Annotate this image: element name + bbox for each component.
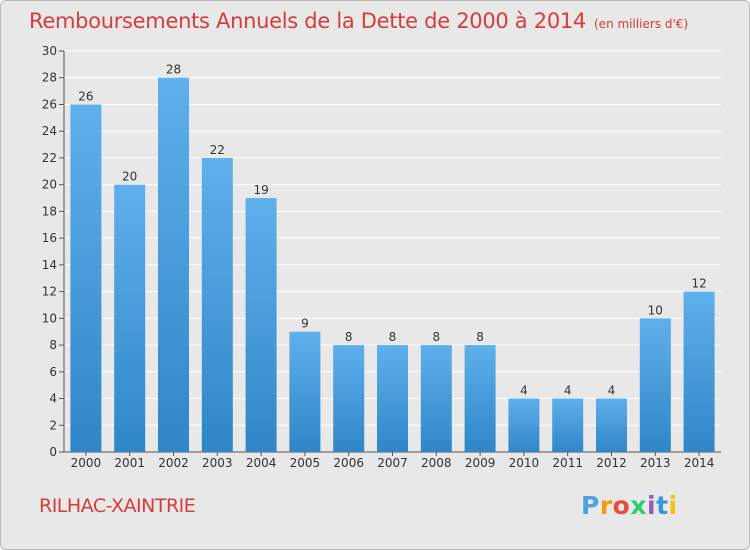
- x-tick-label: 2005: [290, 456, 321, 470]
- data-label: 4: [564, 384, 572, 398]
- commune-name: RILHAC-XAINTRIE: [39, 495, 196, 517]
- x-tick-label: 2013: [640, 456, 671, 470]
- y-tick-label: 28: [42, 71, 57, 85]
- x-tick-label: 2006: [333, 456, 364, 470]
- data-label: 4: [608, 384, 616, 398]
- logo-letter: i: [647, 491, 657, 520]
- logo-letter: r: [599, 491, 613, 520]
- logo-letter: x: [630, 491, 647, 520]
- bar: [420, 345, 452, 452]
- x-tick-label: 2012: [596, 456, 627, 470]
- logo-letter: t: [656, 491, 669, 520]
- bar: [508, 398, 540, 452]
- data-label: 8: [432, 330, 440, 344]
- data-label: 20: [122, 170, 137, 184]
- bar: [289, 331, 321, 452]
- bar: [596, 398, 627, 452]
- data-label: 8: [476, 330, 484, 344]
- bar: [158, 77, 189, 452]
- logo-letter: P: [581, 491, 600, 520]
- y-tick-label: 8: [49, 338, 57, 352]
- x-tick-label: 2003: [202, 456, 233, 470]
- bar: [377, 345, 408, 452]
- bar: [245, 198, 277, 452]
- x-tick-label: 2009: [465, 456, 496, 470]
- y-tick-label: 4: [49, 392, 57, 406]
- y-tick-label: 24: [42, 124, 57, 138]
- data-label: 4: [520, 384, 528, 398]
- bar: [552, 398, 584, 452]
- x-tick-label: 2011: [552, 456, 583, 470]
- data-label: 26: [78, 89, 93, 103]
- bar: [70, 104, 102, 452]
- x-tick-label: 2008: [421, 456, 452, 470]
- x-tick-label: 2014: [684, 456, 715, 470]
- y-tick-label: 2: [49, 418, 57, 432]
- x-tick-label: 2001: [114, 456, 145, 470]
- chart-subtitle: (en milliers d'€): [594, 17, 689, 31]
- proxiti-logo: Proxiti: [581, 491, 678, 520]
- y-tick-label: 10: [42, 311, 57, 325]
- x-tick-label: 2010: [509, 456, 540, 470]
- y-tick-label: 22: [42, 151, 57, 165]
- y-tick-label: 12: [42, 285, 57, 299]
- data-label: 8: [389, 330, 397, 344]
- bar: [639, 318, 671, 452]
- chart-title-text: Remboursements Annuels de la Dette de 20…: [29, 9, 586, 33]
- y-tick-label: 14: [42, 258, 57, 272]
- y-tick-label: 30: [42, 44, 57, 58]
- y-tick-label: 26: [42, 97, 57, 111]
- y-tick-label: 20: [42, 178, 57, 192]
- bar: [201, 157, 233, 452]
- logo-letter: i: [668, 491, 678, 520]
- bar: [683, 291, 715, 452]
- bar: [114, 184, 146, 452]
- data-label: 28: [166, 63, 181, 77]
- x-tick-label: 2004: [246, 456, 277, 470]
- logo-letter: o: [612, 491, 631, 520]
- data-label: 9: [301, 317, 309, 331]
- y-tick-label: 16: [42, 231, 57, 245]
- y-tick-label: 0: [49, 445, 57, 459]
- chart-title: Remboursements Annuels de la Dette de 20…: [29, 9, 688, 33]
- data-label: 8: [345, 330, 353, 344]
- bar: [464, 345, 496, 452]
- x-tick-label: 2000: [71, 456, 102, 470]
- data-label: 12: [691, 277, 706, 291]
- y-tick-label: 18: [42, 204, 57, 218]
- y-tick-label: 6: [49, 365, 57, 379]
- data-label: 10: [648, 303, 663, 317]
- data-label: 22: [210, 143, 225, 157]
- bar: [333, 345, 365, 452]
- data-label: 19: [253, 183, 268, 197]
- x-tick-label: 2002: [158, 456, 189, 470]
- x-tick-label: 2007: [377, 456, 408, 470]
